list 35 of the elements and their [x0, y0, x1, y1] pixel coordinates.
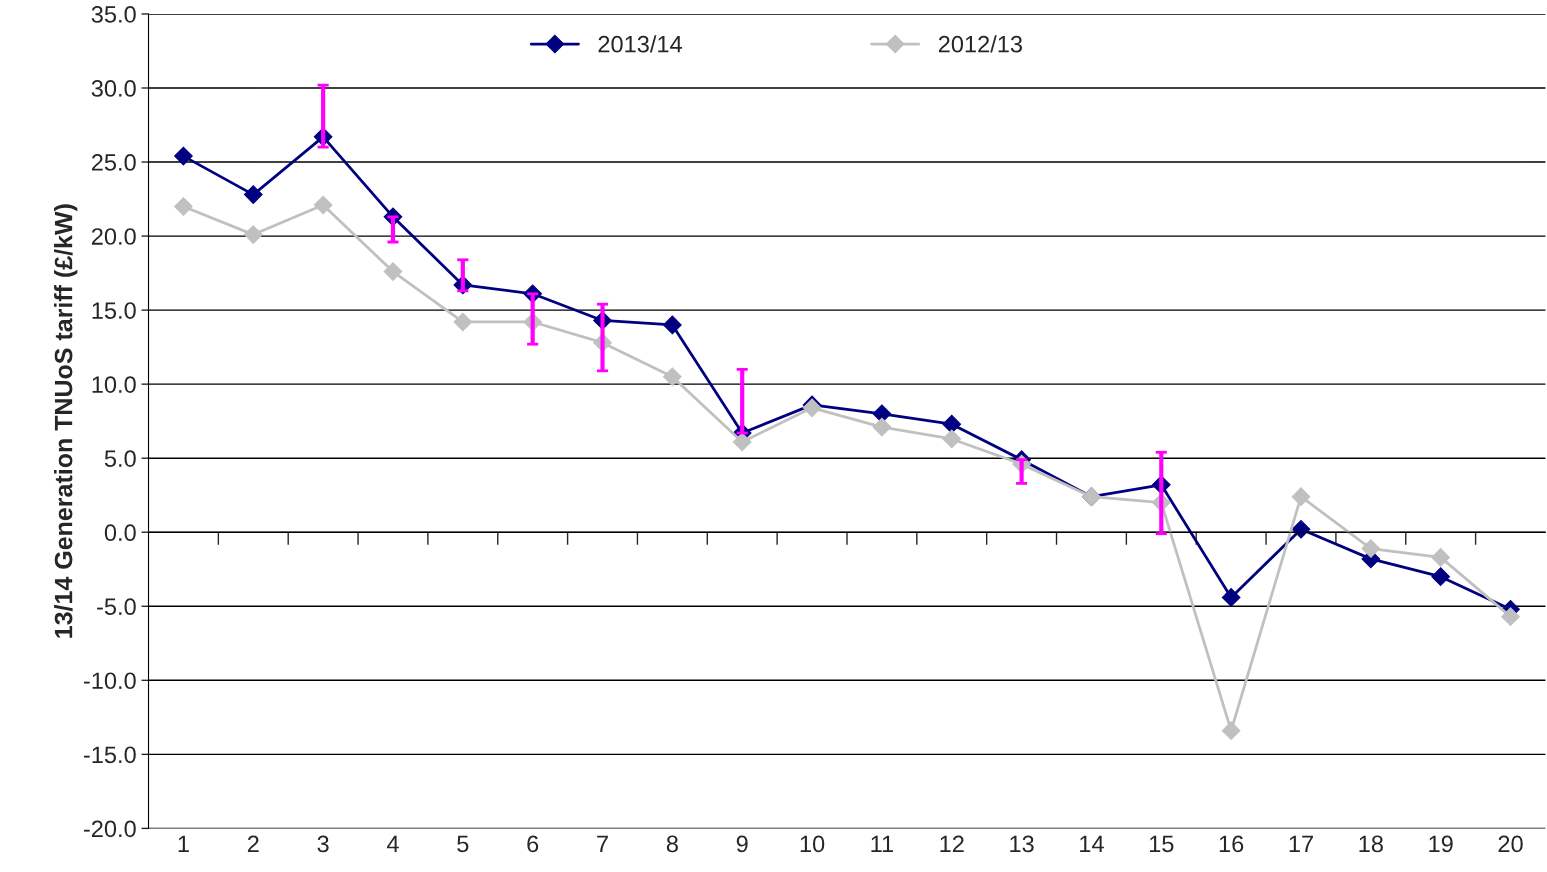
- y-tick-label: -20.0: [83, 820, 136, 838]
- legend-label: 2013/14: [598, 35, 683, 53]
- x-tick-label: 15: [1149, 835, 1174, 853]
- x-tick-label: 18: [1359, 835, 1383, 853]
- x-tick-label: 4: [386, 835, 399, 853]
- x-tick-label: 14: [1080, 835, 1104, 853]
- y-tick-label: 30.0: [91, 80, 136, 97]
- y-tick-label: 20.0: [91, 228, 136, 245]
- x-tick-label: 12: [940, 835, 964, 853]
- y-tick-label: 15.0: [92, 302, 136, 319]
- x-tick-label: 2: [247, 835, 259, 853]
- x-tick-label: 1: [178, 835, 189, 853]
- y-tick-label: -15.0: [83, 746, 136, 764]
- y-axis-title: 13/14 Generation TNUoS tariff (£/kW): [54, 204, 78, 638]
- y-tick-label: 0.0: [104, 524, 136, 542]
- x-tick-label: 17: [1289, 835, 1313, 853]
- x-tick-label: 9: [736, 835, 748, 853]
- x-tick-label: 10: [800, 835, 825, 853]
- y-tick-label: 10.0: [92, 376, 136, 393]
- y-tick-label: 25.0: [91, 154, 136, 171]
- x-tick-label: 3: [317, 835, 329, 853]
- x-tick-label: 19: [1429, 835, 1453, 853]
- x-tick-label: 11: [871, 835, 894, 853]
- x-tick-label: 7: [597, 835, 608, 853]
- legend-label: 2012/13: [938, 35, 1022, 53]
- x-tick-label: 13: [1010, 835, 1034, 853]
- x-tick-label: 8: [666, 835, 678, 853]
- y-tick-label: 35.0: [91, 6, 136, 23]
- x-tick-label: 16: [1219, 835, 1244, 853]
- y-tick-label: 5.0: [104, 450, 136, 467]
- y-tick-label: -5.0: [97, 598, 136, 616]
- x-tick-label: 6: [527, 835, 539, 853]
- x-tick-label: 5: [457, 835, 469, 853]
- y-tick-label: -10.0: [83, 672, 136, 690]
- x-tick-label: 20: [1498, 835, 1523, 853]
